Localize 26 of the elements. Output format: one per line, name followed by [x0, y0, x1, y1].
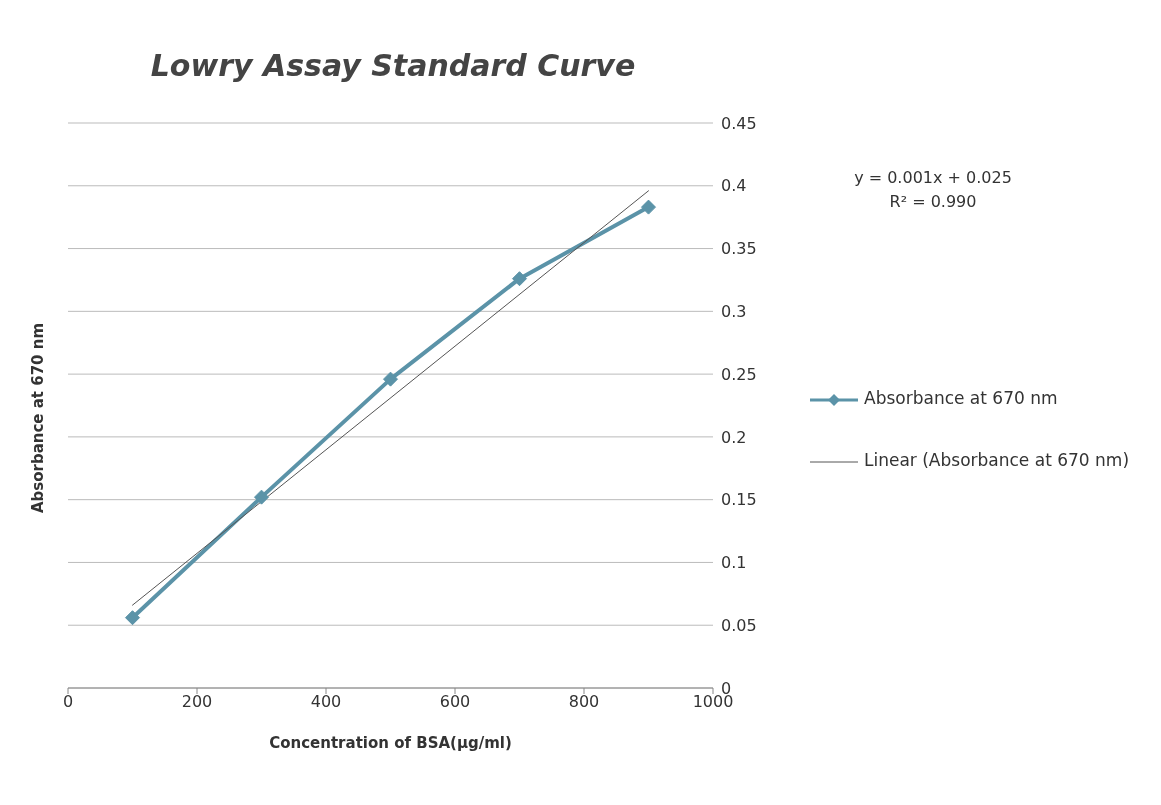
- x-axis-title: Concentration of BSA(µg/ml): [269, 734, 512, 752]
- y-tick-label: 0.3: [721, 302, 747, 322]
- x-tick-label: 600: [439, 692, 471, 712]
- y-tick-label: 0.35: [721, 239, 757, 259]
- y-tick-label: 0.15: [721, 490, 757, 510]
- x-tick-label: 0: [62, 692, 74, 712]
- text: R² = 0.990: [888, 192, 978, 211]
- point: [641, 199, 656, 215]
- x-tick-label: 400: [310, 692, 342, 712]
- y-tick-label: 0.05: [721, 615, 757, 635]
- y-tick-label: 0.4: [721, 176, 747, 196]
- y-tick-label: 0.45: [721, 113, 757, 133]
- y-tick-label: 0.2: [721, 427, 747, 447]
- y-tick-label: 0.1: [721, 553, 747, 573]
- legend-label: Linear (Absorbance at 670 nm): [864, 450, 1131, 470]
- legend-label: Absorbance at 670 nm: [864, 388, 1059, 408]
- y-tick-label: 0.25: [721, 364, 757, 384]
- chart-title: Lowry Assay Standard Curve: [149, 48, 637, 83]
- x-tick-label: 800: [568, 692, 600, 712]
- point: [512, 271, 527, 287]
- text: y = 0.001x + 0.025: [853, 168, 1013, 187]
- y-axis-title: Absorbance at 670 nm: [29, 322, 47, 514]
- point: [254, 489, 269, 505]
- point: [125, 610, 140, 626]
- x-tick-label: 200: [181, 692, 213, 712]
- point: [383, 371, 398, 387]
